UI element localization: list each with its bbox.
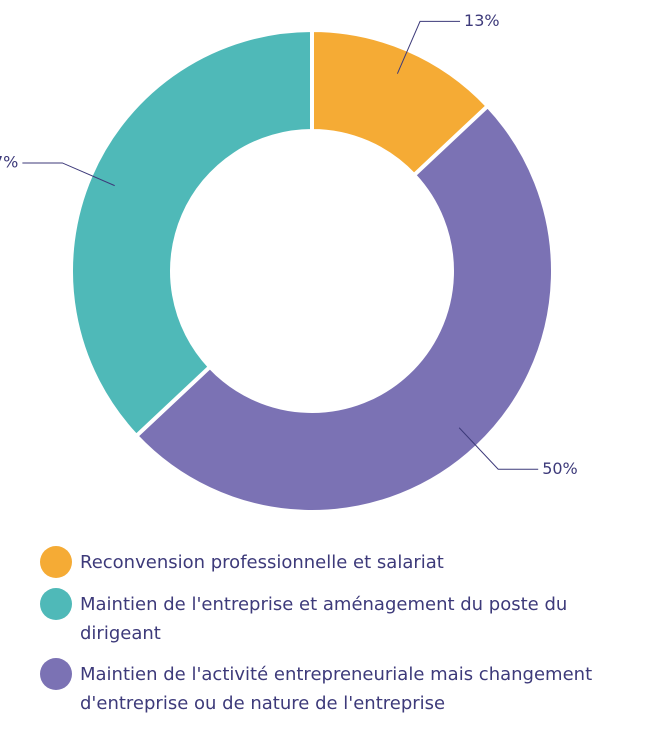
legend: Reconvension professionnelle et salariat…	[40, 546, 640, 730]
legend-swatch	[40, 658, 72, 690]
leader-line	[22, 162, 115, 187]
legend-swatch	[40, 588, 72, 620]
leader-line	[396, 20, 461, 74]
legend-item: Maintien de l'activité entrepreneuriale …	[40, 658, 640, 718]
leader-line	[458, 427, 539, 470]
data-label: 37%	[0, 152, 18, 171]
legend-label: Maintien de l'entreprise et aménagement …	[80, 594, 568, 644]
legend-swatch	[40, 546, 72, 578]
legend-item: Reconvension professionnelle et salariat	[40, 546, 640, 578]
donut-slice	[133, 103, 555, 514]
chart: 13% 50% 37%	[0, 11, 578, 514]
legend-label: Reconvension professionnelle et salariat	[80, 552, 444, 573]
legend-item: Maintien de l'entreprise et aménagement …	[40, 588, 640, 648]
data-label: 50%	[542, 459, 578, 478]
data-label: 13%	[464, 11, 500, 30]
donut-slice	[69, 27, 314, 439]
legend-label: Maintien de l'activité entrepreneuriale …	[80, 664, 593, 714]
